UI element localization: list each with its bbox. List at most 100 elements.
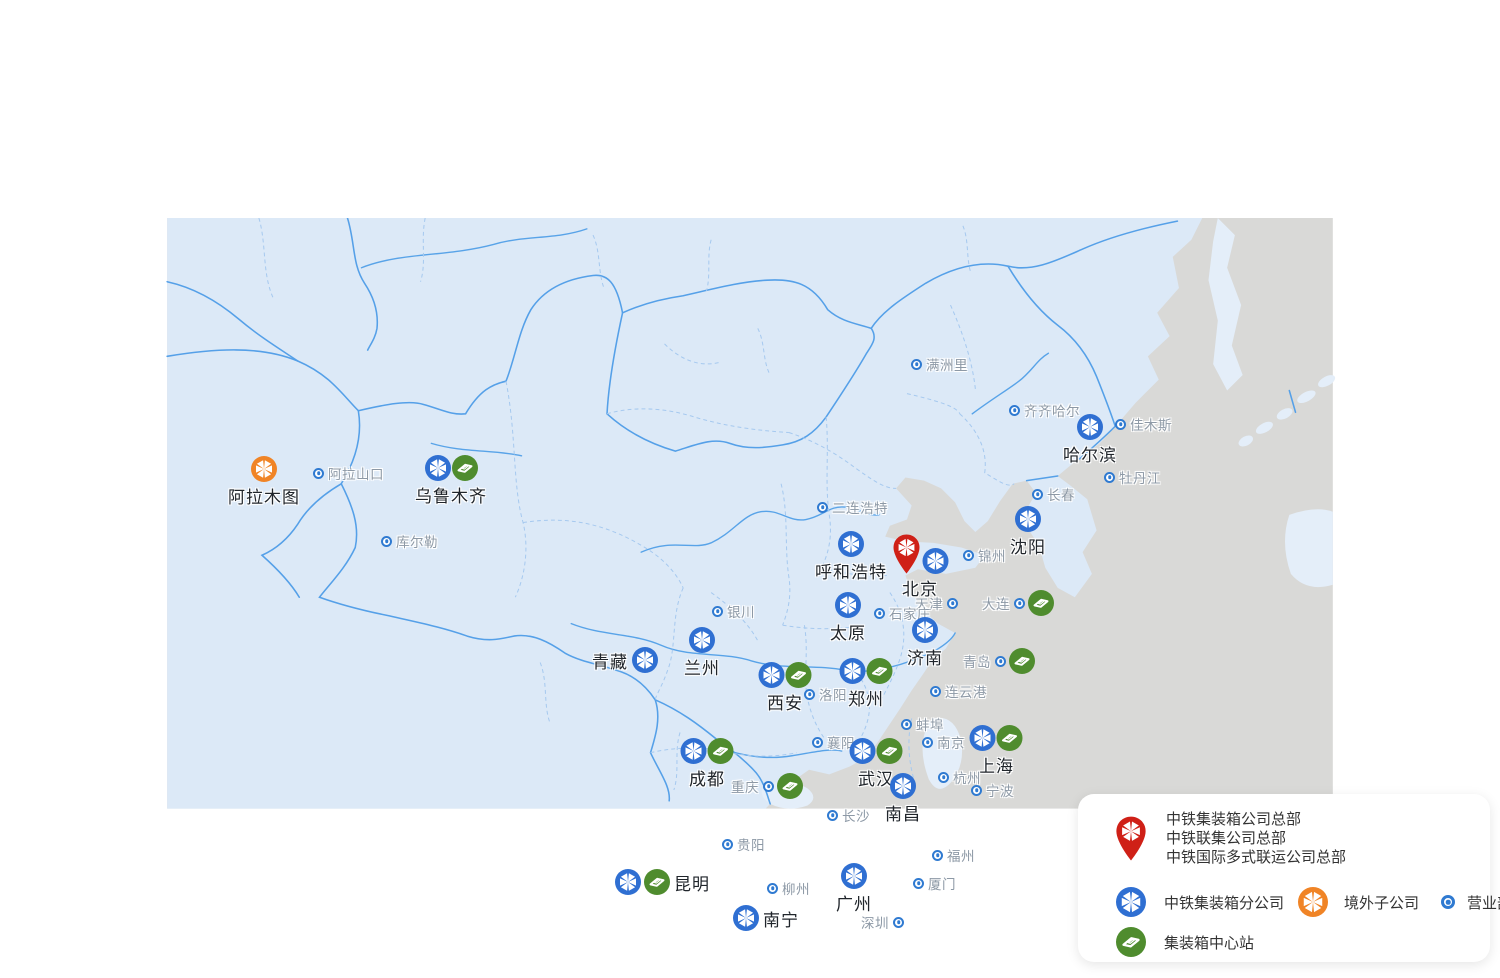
branch-company-icon xyxy=(841,863,867,889)
city-marker[interactable]: 厦门 xyxy=(913,873,956,893)
city-label: 北京 xyxy=(902,580,938,599)
city-marker-icons xyxy=(1015,506,1041,532)
city-label: 重庆 xyxy=(731,780,759,795)
city-marker[interactable]: 锦州 xyxy=(963,545,1006,565)
city-label: 银川 xyxy=(727,605,755,620)
city-marker[interactable]: 北京 xyxy=(892,534,949,600)
city-marker[interactable]: 济南 xyxy=(907,617,943,669)
city-marker[interactable]: 武汉 xyxy=(849,738,903,790)
city-label: 阿拉山口 xyxy=(328,467,384,482)
city-marker[interactable]: 乌鲁木齐 xyxy=(415,455,487,507)
city-label: 南京 xyxy=(937,736,965,751)
legend-branch-label: 中铁集装箱分公司 xyxy=(1164,894,1285,912)
city-label: 二连浩特 xyxy=(832,501,888,516)
city-label: 南昌 xyxy=(885,805,921,824)
city-marker[interactable]: 宁波 xyxy=(971,780,1014,800)
city-marker[interactable]: 太原 xyxy=(830,592,866,644)
sales-department-dot-icon xyxy=(767,882,778,894)
container-center-station-icon xyxy=(707,738,734,764)
city-marker-icons xyxy=(932,849,943,861)
city-marker[interactable]: 蚌埠 xyxy=(901,714,944,734)
sales-department-dot-icon xyxy=(932,849,943,861)
city-marker[interactable]: 西安 xyxy=(758,662,812,714)
city-marker[interactable]: 上海 xyxy=(969,725,1023,777)
city-marker[interactable]: 阿拉木图 xyxy=(228,456,300,508)
city-marker[interactable]: 哈尔滨 xyxy=(1063,414,1117,466)
city-marker-icons xyxy=(892,534,949,574)
container-center-station-icon xyxy=(1009,648,1035,674)
city-label: 广州 xyxy=(836,895,872,914)
city-marker[interactable]: 佳木斯 xyxy=(1115,414,1172,434)
city-marker[interactable]: 昆明 xyxy=(615,869,710,895)
city-marker[interactable]: 牡丹江 xyxy=(1104,467,1161,487)
city-label: 柳州 xyxy=(782,882,810,897)
city-marker-icons xyxy=(827,809,838,821)
city-marker[interactable]: 长春 xyxy=(1032,484,1075,504)
city-marker[interactable]: 襄阳 xyxy=(812,732,855,752)
city-marker-icons xyxy=(839,658,893,684)
branch-company-icon xyxy=(839,658,866,684)
sales-department-dot-icon xyxy=(313,467,324,479)
city-label: 蚌埠 xyxy=(916,718,944,733)
city-marker-icons xyxy=(817,501,828,513)
city-marker[interactable]: 连云港 xyxy=(930,681,987,701)
city-marker[interactable]: 青岛 xyxy=(963,648,1035,674)
overseas-subsidiary-icon xyxy=(1298,887,1329,917)
sales-department-dot-icon xyxy=(1115,418,1126,430)
city-marker[interactable]: 柳州 xyxy=(767,878,810,898)
city-label: 襄阳 xyxy=(827,736,855,751)
city-marker[interactable]: 库尔勒 xyxy=(381,531,438,551)
city-marker[interactable]: 杭州 xyxy=(938,767,981,787)
city-marker[interactable]: 兰州 xyxy=(684,627,720,679)
city-label: 大连 xyxy=(982,597,1010,612)
city-marker[interactable]: 齐齐哈尔 xyxy=(1009,400,1080,420)
map-legend: 中铁集装箱公司总部 中铁联集公司总部 中铁国际多式联运公司总部 中铁集装箱分公司… xyxy=(1078,794,1500,962)
city-marker[interactable]: 二连浩特 xyxy=(817,497,888,517)
container-center-station-icon xyxy=(866,658,893,684)
city-marker[interactable]: 天津 xyxy=(915,593,958,613)
city-marker-icons xyxy=(1104,471,1115,483)
city-marker[interactable]: 大连 xyxy=(982,590,1054,616)
city-marker-icons xyxy=(812,736,823,748)
city-marker[interactable]: 重庆 xyxy=(731,773,803,799)
city-label: 乌鲁木齐 xyxy=(415,487,487,506)
sales-department-dot-icon xyxy=(827,809,838,821)
city-marker-icons xyxy=(758,662,812,688)
city-marker[interactable]: 福州 xyxy=(932,845,975,865)
city-marker[interactable]: 成都 xyxy=(680,738,734,790)
city-marker[interactable]: 满洲里 xyxy=(911,354,968,374)
city-marker-icons xyxy=(838,531,864,557)
branch-company-icon xyxy=(689,627,715,653)
city-marker[interactable]: 长沙 xyxy=(827,805,870,825)
sales-department-dot-icon xyxy=(1104,471,1115,483)
city-label: 洛阳 xyxy=(819,688,847,703)
city-label: 锦州 xyxy=(978,549,1006,564)
city-marker[interactable]: 南昌 xyxy=(885,773,921,825)
city-marker[interactable]: 贵阳 xyxy=(722,834,765,854)
city-marker-icons xyxy=(930,685,941,697)
city-marker[interactable]: 广州 xyxy=(836,863,872,915)
branch-company-icon xyxy=(922,548,949,574)
city-marker-icons xyxy=(841,863,867,889)
container-center-station-icon xyxy=(777,773,803,799)
city-marker-icons xyxy=(912,617,938,643)
container-center-station-icon xyxy=(876,738,903,764)
city-marker[interactable]: 呼和浩特 xyxy=(815,531,887,583)
city-marker[interactable]: 南京 xyxy=(922,732,965,752)
city-marker-icons xyxy=(767,882,778,894)
city-marker-icons xyxy=(947,597,958,609)
city-label: 青岛 xyxy=(963,655,991,670)
city-marker[interactable]: 银川 xyxy=(712,601,755,621)
city-marker[interactable]: 郑州 xyxy=(839,658,893,710)
city-label: 南宁 xyxy=(763,910,799,930)
branch-company-icon xyxy=(890,773,916,799)
city-marker[interactable]: 沈阳 xyxy=(1010,506,1046,558)
city-marker[interactable]: 阿拉山口 xyxy=(313,463,384,483)
city-marker[interactable]: 洛阳 xyxy=(804,684,847,704)
city-marker[interactable]: 青藏 xyxy=(592,647,658,673)
city-marker-icons xyxy=(804,688,815,700)
city-marker[interactable]: 南宁 xyxy=(733,905,799,931)
city-label: 呼和浩特 xyxy=(815,563,887,582)
city-marker[interactable]: 深圳 xyxy=(861,912,904,932)
